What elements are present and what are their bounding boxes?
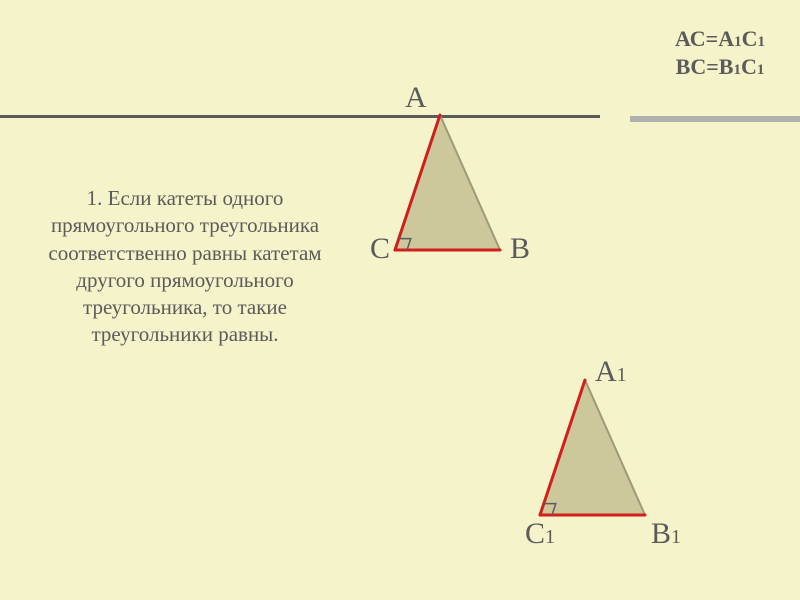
- triangle-abc: [395, 110, 515, 270]
- title-text: С: [741, 54, 757, 79]
- title-text: ВС=В: [676, 54, 734, 79]
- vertex-label-a: А: [405, 81, 427, 115]
- vertex-text: С: [525, 517, 545, 550]
- triangle-a1b1c1: [540, 375, 660, 535]
- title-sub: 1: [758, 34, 766, 50]
- title-equations: АС=А1С1 ВС=В1С1: [675, 25, 765, 80]
- title-rule-short: [630, 116, 800, 122]
- vertex-label-c: С: [370, 232, 390, 266]
- title-text: АС=А: [675, 26, 734, 51]
- vertex-sub: 1: [545, 526, 555, 548]
- vertex-text: А: [595, 355, 617, 388]
- vertex-label-a1: А1: [595, 355, 627, 389]
- vertex-sub: 1: [617, 364, 627, 386]
- title-line-1: АС=А1С1: [675, 25, 765, 53]
- title-sub: 1: [733, 62, 741, 78]
- title-text: С: [742, 26, 758, 51]
- vertex-sub: 1: [671, 526, 681, 548]
- slide: АС=А1С1 ВС=В1С1 1. Если катеты одного пр…: [0, 0, 800, 600]
- title-line-2: ВС=В1С1: [675, 53, 765, 81]
- vertex-label-b1: В1: [651, 517, 681, 551]
- vertex-label-c1: С1: [525, 517, 555, 551]
- vertex-text: В: [651, 517, 671, 550]
- title-sub: 1: [757, 62, 765, 78]
- title-sub: 1: [734, 34, 742, 50]
- theorem-text: 1. Если катеты одного прямоугольного тре…: [40, 185, 330, 349]
- vertex-label-b: В: [510, 232, 530, 266]
